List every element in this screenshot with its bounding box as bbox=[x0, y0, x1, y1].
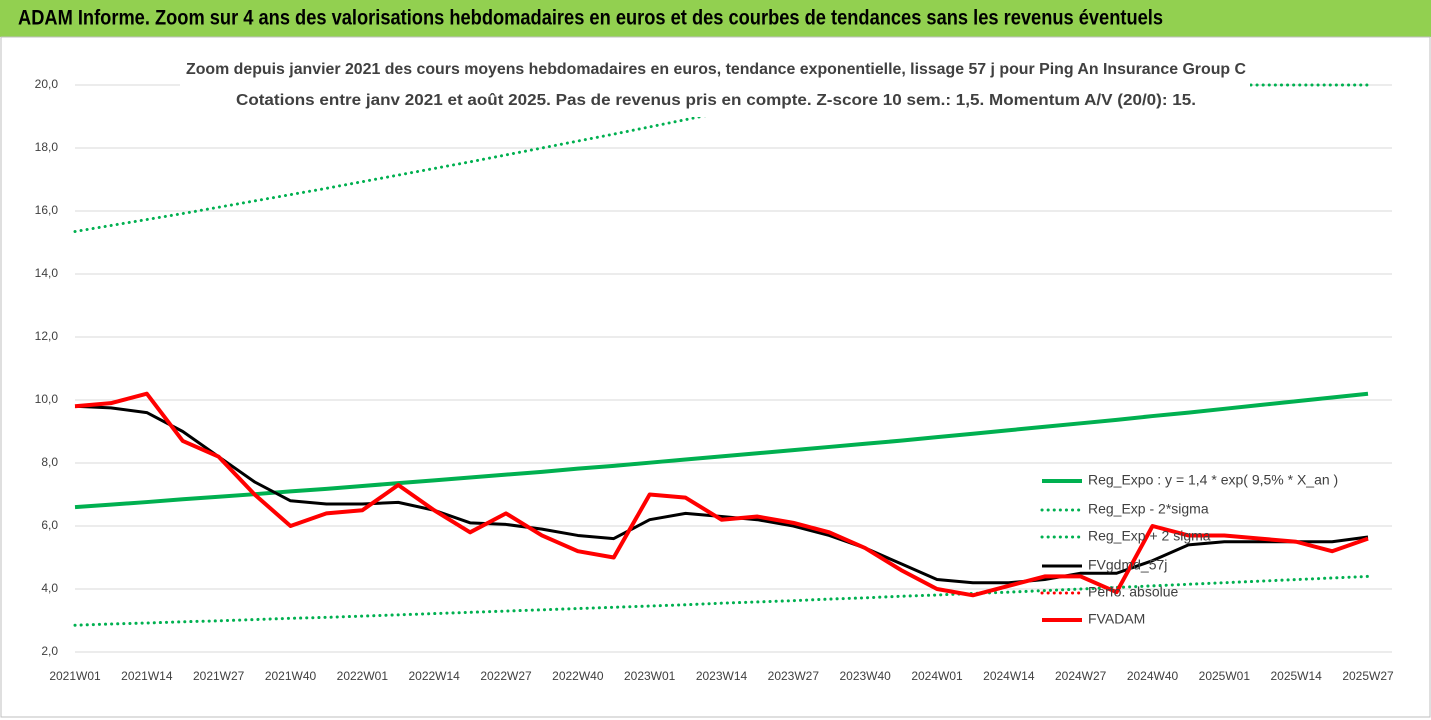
y-tick-label: 16,0 bbox=[35, 203, 59, 217]
series-line bbox=[74, 404, 1369, 585]
legend-label: Reg_Exp - 2*sigma bbox=[1088, 501, 1209, 517]
legend-label: Perfo. absolue bbox=[1088, 584, 1178, 600]
chart-title: Zoom depuis janvier 2021 des cours moyen… bbox=[186, 61, 1246, 78]
series-line bbox=[74, 391, 1369, 510]
x-tick-label: 2021W40 bbox=[265, 669, 317, 683]
series-line bbox=[73, 574, 1370, 627]
header-bar bbox=[0, 0, 1431, 37]
legend-label: FVgdmd_57j bbox=[1088, 557, 1167, 573]
x-tick-label: 2022W40 bbox=[552, 669, 604, 683]
x-tick-label: 2022W01 bbox=[337, 669, 389, 683]
chart-subtitle: Cotations entre janv 2021 et août 2025. … bbox=[236, 92, 1196, 109]
series-line bbox=[74, 391, 1369, 598]
x-tick-label: 2024W14 bbox=[983, 669, 1035, 683]
x-tick-label: 2021W14 bbox=[121, 669, 173, 683]
x-tick-label: 2024W40 bbox=[1127, 669, 1179, 683]
x-tick-label: 2021W27 bbox=[193, 669, 245, 683]
x-tick-label: 2025W14 bbox=[1270, 669, 1322, 683]
y-tick-label: 10,0 bbox=[35, 392, 59, 406]
x-tick-label: 2025W27 bbox=[1342, 669, 1394, 683]
y-tick-label: 18,0 bbox=[35, 140, 59, 154]
x-tick-label: 2023W14 bbox=[696, 669, 748, 683]
x-tick-label: 2025W01 bbox=[1199, 669, 1251, 683]
x-tick-label: 2022W27 bbox=[480, 669, 532, 683]
x-tick-label: 2022W14 bbox=[408, 669, 460, 683]
x-tick-label: 2023W27 bbox=[768, 669, 820, 683]
legend-label: FVADAM bbox=[1088, 611, 1145, 627]
x-tick-label: 2024W01 bbox=[911, 669, 963, 683]
y-tick-label: 2,0 bbox=[41, 644, 58, 658]
y-tick-label: 8,0 bbox=[41, 455, 58, 469]
y-tick-label: 14,0 bbox=[35, 266, 59, 280]
title-box bbox=[180, 55, 1250, 117]
legend-label: Reg_Exp + 2 sigma bbox=[1088, 528, 1211, 544]
y-tick-label: 20,0 bbox=[35, 77, 59, 91]
x-tick-label: 2023W40 bbox=[839, 669, 891, 683]
chart-border bbox=[0, 36, 1431, 718]
y-tick-label: 12,0 bbox=[35, 329, 59, 343]
x-tick-label: 2023W01 bbox=[624, 669, 676, 683]
header-title: ADAM Informe. Zoom sur 4 ans des valoris… bbox=[18, 7, 1163, 30]
x-tick-label: 2021W01 bbox=[49, 669, 101, 683]
x-tick-label: 2024W27 bbox=[1055, 669, 1107, 683]
y-tick-label: 4,0 bbox=[41, 581, 58, 595]
legend-label: Reg_Expo : y = 1,4 * exp( 9,5% * X_an ) bbox=[1088, 472, 1338, 488]
y-tick-label: 6,0 bbox=[41, 518, 58, 532]
